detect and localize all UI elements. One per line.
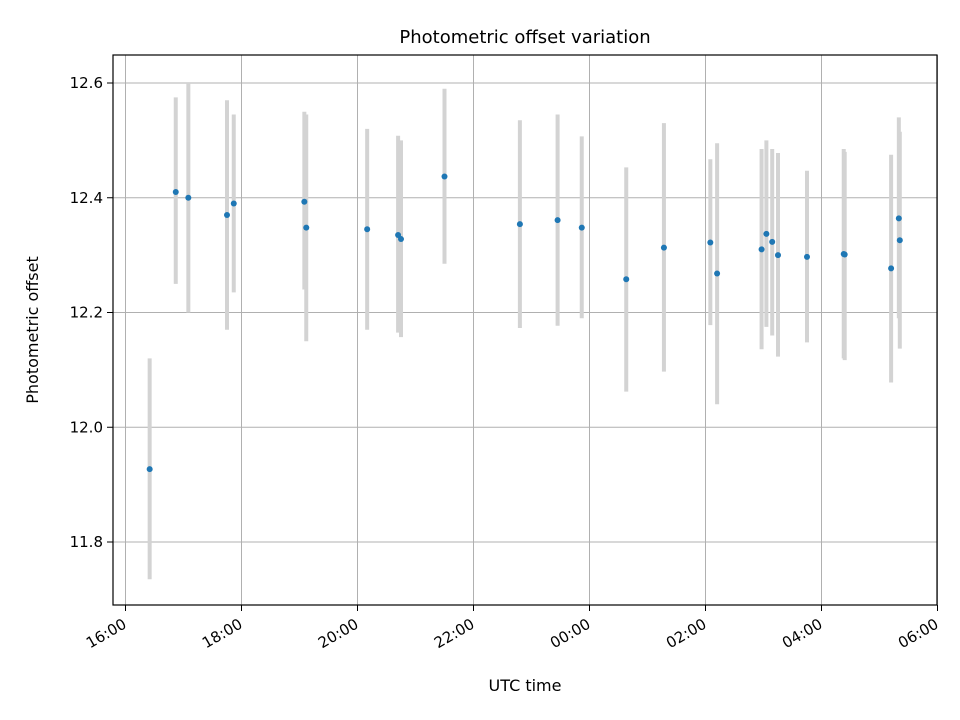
data-point	[758, 246, 765, 253]
data-point	[185, 194, 192, 201]
data-point	[224, 211, 230, 218]
data-point	[146, 466, 153, 473]
data-point	[301, 198, 308, 205]
y-axis-label: Photometric offset	[23, 256, 42, 404]
y-tick-label: 12.4	[70, 189, 103, 207]
data-point	[804, 253, 810, 260]
y-tick-label: 12.0	[70, 418, 103, 436]
grid	[113, 55, 938, 605]
data-point	[398, 236, 404, 243]
data-point	[841, 251, 848, 258]
data-point	[554, 217, 561, 224]
data-point	[895, 215, 902, 222]
data-point	[623, 276, 630, 283]
data-point	[660, 244, 667, 251]
data-point	[516, 221, 523, 228]
data-point	[172, 189, 179, 196]
data-point	[707, 239, 714, 246]
data-point	[230, 200, 237, 207]
data-point	[303, 224, 310, 231]
y-tick-label: 12.6	[70, 74, 103, 92]
data-point	[769, 238, 776, 245]
x-axis-label: UTC time	[489, 676, 562, 695]
data-point	[714, 270, 721, 277]
data-point	[364, 226, 371, 233]
data-point	[888, 265, 895, 272]
y-tick-label: 12.2	[70, 304, 103, 322]
data-points	[146, 173, 903, 473]
data-point	[896, 237, 903, 244]
chart-title: Photometric offset variation	[399, 27, 650, 48]
data-point	[763, 230, 770, 237]
data-point	[578, 224, 585, 231]
plot-frame	[112, 54, 938, 606]
y-tick-label: 11.8	[70, 533, 103, 551]
data-point	[441, 173, 448, 180]
data-point	[775, 252, 781, 259]
